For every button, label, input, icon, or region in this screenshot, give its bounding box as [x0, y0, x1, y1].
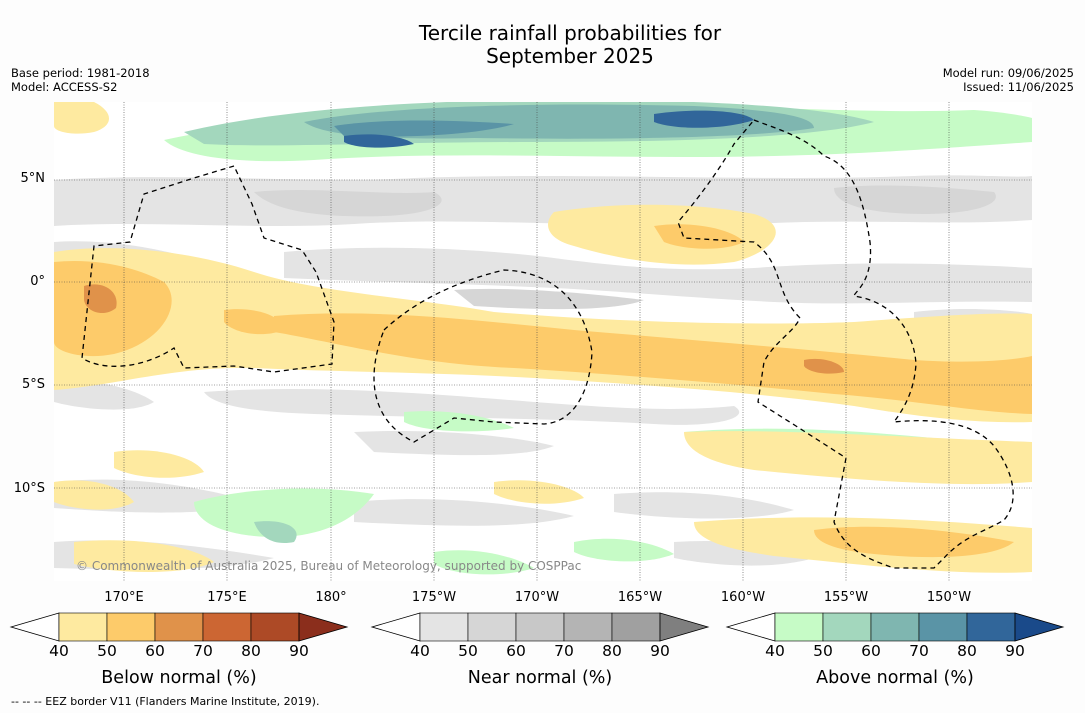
near-tick-50: 50 — [458, 642, 478, 660]
title-line-1: Tercile rainfall probabilities for — [418, 21, 722, 45]
colorbar-below-normal-graphic — [9, 612, 349, 642]
issued-text: Issued: 11/06/2025 — [963, 80, 1074, 94]
above-normal-extend-high — [1014, 612, 1065, 642]
above-tick-60: 60 — [861, 642, 881, 660]
probability-map — [54, 102, 1032, 581]
model-run-text: Model run: 09/06/2025 — [942, 66, 1074, 80]
eez-footnote: -- -- -- EEZ border V11 (Flanders Marine… — [11, 695, 320, 708]
near-normal-extend-low — [370, 612, 421, 642]
below-normal-extend-high — [298, 612, 349, 642]
lon-label-160w: 160°W — [720, 590, 766, 605]
above-tick-40: 40 — [765, 642, 785, 660]
lat-label-10s: 10°S — [13, 481, 45, 496]
lon-label-170w: 170°W — [514, 590, 560, 605]
below-tick-70: 70 — [193, 642, 213, 660]
above-tick-70: 70 — [909, 642, 929, 660]
below-normal-segment-5 — [250, 612, 300, 642]
title-line-2: September 2025 — [486, 44, 654, 68]
near-tick-40: 40 — [410, 642, 430, 660]
near-normal-segment-4 — [563, 612, 613, 642]
below-tick-40: 40 — [49, 642, 69, 660]
near-tick-60: 60 — [506, 642, 526, 660]
model-text: Model: ACCESS-S2 — [11, 80, 118, 94]
below-tick-90: 90 — [289, 642, 309, 660]
base-period-text: Base period: 1981-2018 — [11, 66, 150, 80]
lon-label-155w: 155°W — [823, 590, 869, 605]
colorbar-near-normal-graphic — [370, 612, 710, 642]
near-normal-segment-1 — [419, 612, 469, 642]
lon-label-150w: 150°W — [926, 590, 972, 605]
lat-label-5s: 5°S — [21, 377, 45, 392]
copyright-notice: © Commonwealth of Australia 2025, Bureau… — [76, 559, 582, 573]
gridlines — [54, 102, 1032, 581]
above-normal-title: Above normal (%) — [816, 668, 974, 688]
below-tick-50: 50 — [97, 642, 117, 660]
above-normal-extend-low — [725, 612, 776, 642]
meta-left: Base period: 1981-2018 Model: ACCESS-S2 — [11, 66, 150, 94]
above-normal-segment-2 — [822, 612, 872, 642]
lon-label-170e: 170°E — [104, 590, 144, 605]
near-normal-segment-2 — [467, 612, 517, 642]
above-tick-50: 50 — [813, 642, 833, 660]
above-normal-segment-5 — [966, 612, 1016, 642]
below-normal-areas — [54, 102, 1032, 573]
above-tick-80: 80 — [957, 642, 977, 660]
colorbar-above-normal-graphic — [725, 612, 1065, 642]
meta-right: Model run: 09/06/2025 Issued: 11/06/2025 — [943, 66, 1074, 94]
below-normal-title: Below normal (%) — [101, 668, 257, 688]
lat-label-0: 0° — [30, 274, 45, 289]
above-normal-segment-3 — [870, 612, 920, 642]
below-normal-segment-2 — [106, 612, 156, 642]
eez-borders — [81, 119, 1014, 569]
near-normal-title: Near normal (%) — [467, 668, 613, 688]
lon-label-175w: 175°W — [411, 590, 457, 605]
near-tick-90: 90 — [650, 642, 670, 660]
chart-title: Tercile rainfall probabilities for Septe… — [0, 22, 1085, 68]
above-normal-segment-4 — [918, 612, 968, 642]
near-normal-extend-high — [659, 612, 710, 642]
below-normal-segment-4 — [202, 612, 252, 642]
lon-label-165w: 165°W — [617, 590, 663, 605]
below-normal-segment-3 — [154, 612, 204, 642]
lon-label-175e: 175°E — [207, 590, 247, 605]
near-tick-70: 70 — [554, 642, 574, 660]
below-normal-segment-1 — [58, 612, 108, 642]
lon-label-180: 180° — [315, 590, 347, 605]
above-normal-segment-1 — [774, 612, 824, 642]
below-tick-60: 60 — [145, 642, 165, 660]
map-canvas — [54, 102, 1032, 581]
near-normal-segment-5 — [611, 612, 661, 642]
below-tick-80: 80 — [241, 642, 261, 660]
near-tick-80: 80 — [602, 642, 622, 660]
near-normal-segment-3 — [515, 612, 565, 642]
below-normal-extend-low — [9, 612, 60, 642]
above-tick-90: 90 — [1005, 642, 1025, 660]
lat-label-5n: 5°N — [20, 171, 46, 186]
above-normal-areas — [164, 102, 1032, 575]
